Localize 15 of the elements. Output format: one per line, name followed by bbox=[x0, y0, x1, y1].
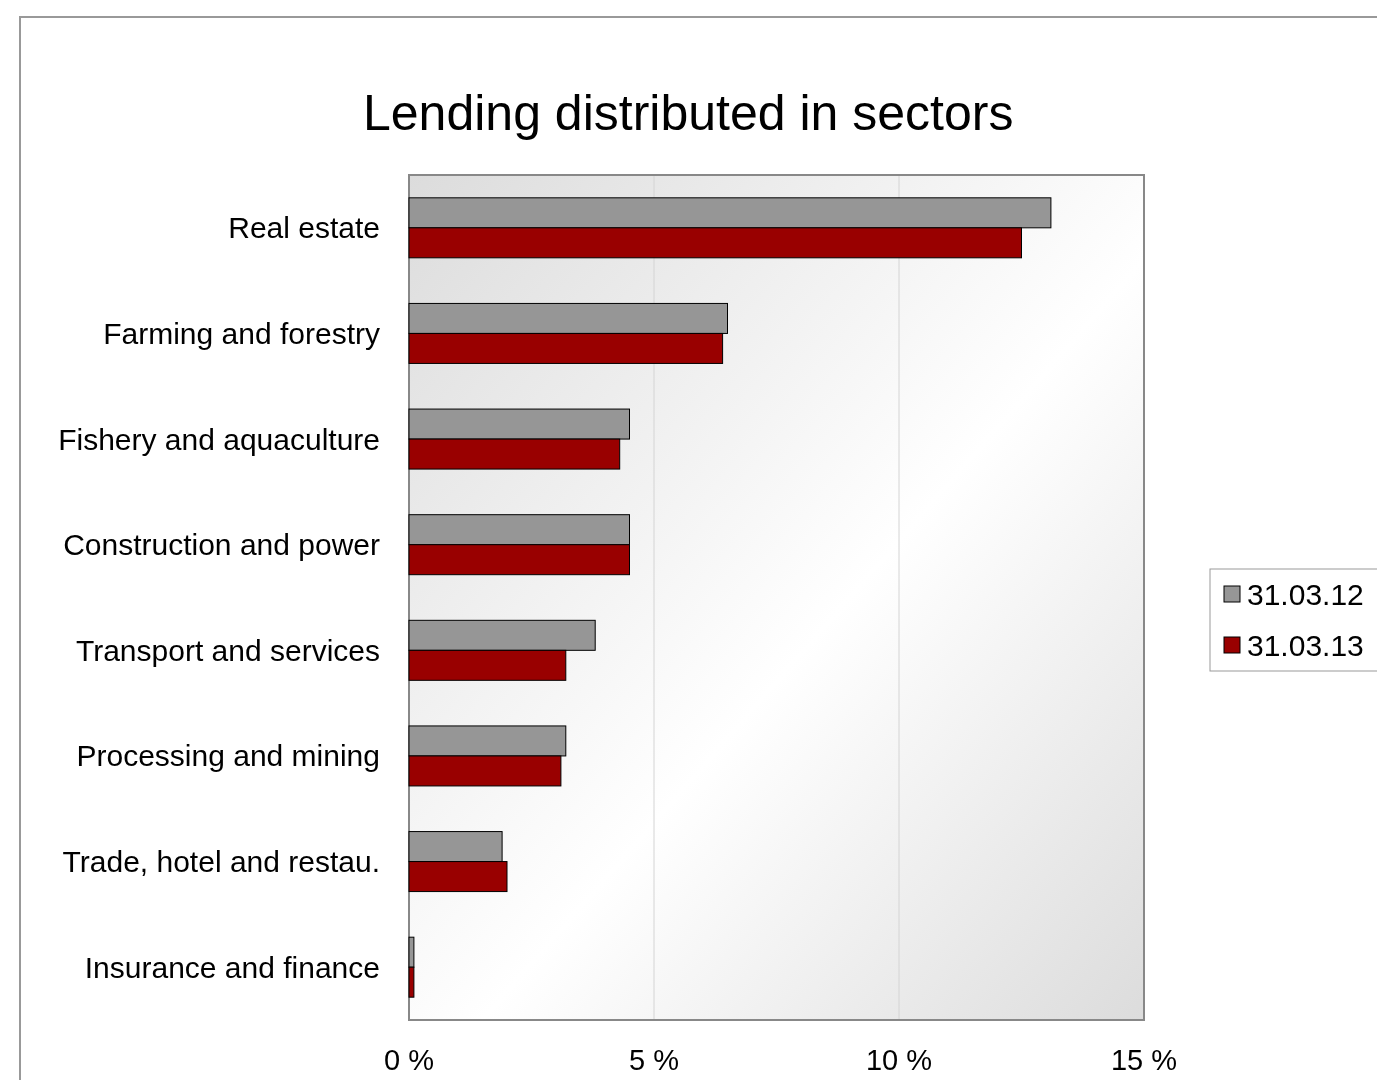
legend-label: 31.03.12 bbox=[1247, 577, 1364, 611]
y-tick-label: Real estate bbox=[228, 211, 380, 245]
legend-label: 31.03.13 bbox=[1247, 628, 1364, 662]
y-tick-label: Trade, hotel and restau. bbox=[62, 845, 380, 879]
y-tick-label: Transport and services bbox=[75, 633, 380, 667]
x-tick-label: 15 % bbox=[1110, 1044, 1178, 1076]
chart-title: Lending distributed in sectors bbox=[363, 85, 1014, 141]
y-tick-label: Fishery and aquaculture bbox=[58, 422, 380, 456]
y-tick-label: Farming and forestry bbox=[103, 316, 380, 350]
x-tick-label: 5 % bbox=[629, 1044, 679, 1076]
y-tick-label: Insurance and finance bbox=[84, 950, 380, 984]
x-tick-label: 10 % bbox=[865, 1044, 933, 1076]
x-tick-label: 0 % bbox=[384, 1044, 434, 1076]
y-tick-label: Processing and mining bbox=[76, 739, 380, 773]
y-tick-label: Construction and power bbox=[63, 528, 380, 562]
